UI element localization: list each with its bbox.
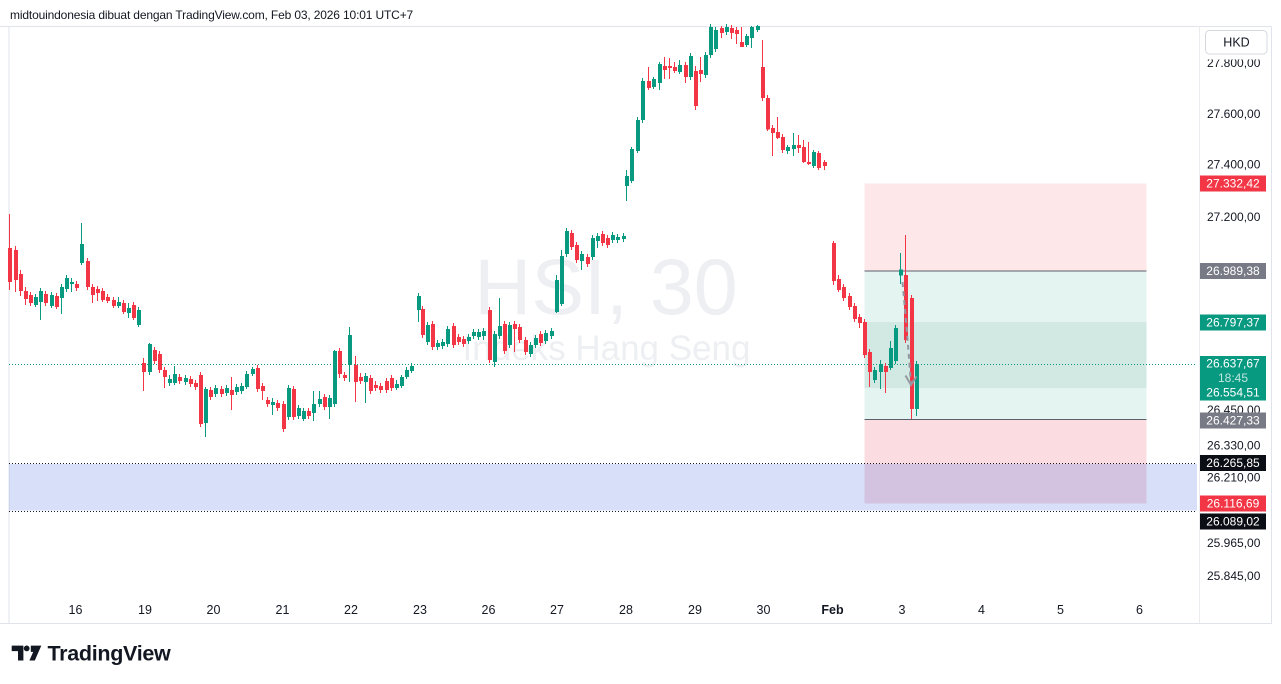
svg-text:21: 21 <box>276 603 290 617</box>
svg-text:HKD: HKD <box>1223 36 1249 50</box>
svg-text:TradingView: TradingView <box>48 642 172 666</box>
svg-text:18:45: 18:45 <box>1218 371 1248 385</box>
svg-text:27: 27 <box>550 603 564 617</box>
svg-text:26.265,85: 26.265,85 <box>1206 456 1260 470</box>
svg-text:20: 20 <box>207 603 221 617</box>
svg-text:27.200,00: 27.200,00 <box>1207 210 1261 224</box>
svg-text:19: 19 <box>138 603 152 617</box>
svg-text:29: 29 <box>688 603 702 617</box>
svg-text:27.600,00: 27.600,00 <box>1207 107 1261 121</box>
svg-text:6: 6 <box>1136 603 1143 617</box>
svg-text:Feb: Feb <box>821 603 844 617</box>
svg-text:27.332,42: 27.332,42 <box>1206 177 1260 191</box>
svg-text:26.330,00: 26.330,00 <box>1207 439 1261 453</box>
svg-text:HSI, 30: HSI, 30 <box>474 242 737 331</box>
svg-text:26.554,51: 26.554,51 <box>1206 386 1260 400</box>
svg-text:22: 22 <box>344 603 358 617</box>
svg-text:26: 26 <box>482 603 496 617</box>
svg-text:27.400,00: 27.400,00 <box>1207 158 1261 172</box>
svg-text:5: 5 <box>1057 603 1064 617</box>
svg-text:26.210,00: 26.210,00 <box>1207 471 1261 485</box>
svg-text:30: 30 <box>757 603 771 617</box>
svg-text:25.965,00: 25.965,00 <box>1207 536 1261 550</box>
svg-text:4: 4 <box>978 603 985 617</box>
svg-text:25.845,00: 25.845,00 <box>1207 569 1261 583</box>
svg-text:26.116,69: 26.116,69 <box>1207 497 1260 511</box>
svg-text:26.427,33: 26.427,33 <box>1206 414 1260 428</box>
svg-text:23: 23 <box>413 603 427 617</box>
svg-text:26.797,37: 26.797,37 <box>1206 316 1260 330</box>
svg-text:16: 16 <box>69 603 83 617</box>
svg-text:28: 28 <box>619 603 633 617</box>
svg-text:3: 3 <box>899 603 906 617</box>
svg-text:26.089,02: 26.089,02 <box>1206 515 1260 529</box>
svg-text:midtouindonesia dibuat dengan: midtouindonesia dibuat dengan TradingVie… <box>10 8 414 22</box>
svg-text:26.989,38: 26.989,38 <box>1206 264 1260 278</box>
svg-text:26.637,67: 26.637,67 <box>1206 357 1260 371</box>
